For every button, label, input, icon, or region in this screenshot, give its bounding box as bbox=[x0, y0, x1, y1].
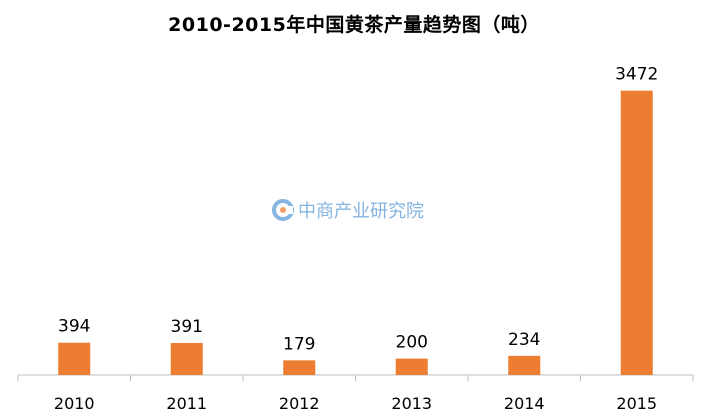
bar-2011 bbox=[170, 342, 203, 375]
chart-title: 2010-2015年中国黄茶产量趋势图（吨） bbox=[168, 14, 540, 36]
x-tick-label-2012: 2012 bbox=[279, 394, 320, 413]
bar-2015 bbox=[620, 90, 653, 375]
watermark: 中商产业研究院 bbox=[272, 197, 424, 223]
data-label-2011: 391 bbox=[171, 317, 203, 337]
data-label-2014: 234 bbox=[508, 330, 540, 350]
data-label-2015: 3472 bbox=[615, 65, 658, 85]
bar-2014 bbox=[508, 355, 541, 375]
x-tick-label-2015: 2015 bbox=[616, 394, 657, 413]
x-tick-label-2013: 2013 bbox=[391, 394, 432, 413]
company-logo-icon bbox=[272, 199, 294, 221]
data-label-2012: 179 bbox=[283, 334, 315, 354]
x-tick-label-2011: 2011 bbox=[166, 394, 207, 413]
data-label-2013: 200 bbox=[396, 333, 428, 353]
x-tick-label-2010: 2010 bbox=[54, 394, 95, 413]
x-tick-label-2014: 2014 bbox=[504, 394, 545, 413]
watermark-text: 中商产业研究院 bbox=[298, 201, 424, 222]
data-label-2010: 394 bbox=[58, 317, 90, 337]
bar-2012 bbox=[283, 360, 316, 375]
bar-2010 bbox=[58, 342, 91, 375]
bar-2013 bbox=[395, 358, 428, 375]
